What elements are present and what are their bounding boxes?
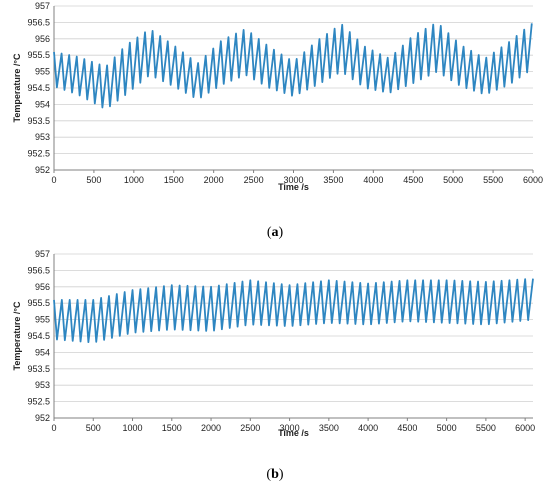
x-tick-label: 2500 (244, 175, 264, 185)
x-tick-label: 3500 (319, 423, 339, 433)
x-tick-label: 5000 (443, 175, 463, 185)
y-tick-label: 955 (35, 67, 50, 77)
y-tick-label: 955 (35, 315, 50, 325)
y-tick-label: 956.5 (27, 265, 50, 275)
x-tick-label: 3000 (280, 423, 300, 433)
y-tick-label: 954 (35, 99, 50, 109)
x-tick-label: 5500 (483, 175, 503, 185)
x-tick-label: 500 (86, 423, 101, 433)
x-tick-label: 4000 (358, 423, 378, 433)
y-tick-label: 956 (35, 282, 50, 292)
y-tick-label: 955.5 (27, 50, 50, 60)
y-tick-label: 953.5 (27, 364, 50, 374)
temperature-series-line (53, 23, 533, 109)
x-tick-label: 3500 (323, 175, 343, 185)
chart-panel-a: 952 952.5 953 953.5 954 954.5 955 955.5 956 956.5… (12, 1, 543, 240)
chart-panel-b: 952 952.5 953 953.5 954 954.5 955 955.5 956 956.5… (12, 249, 535, 482)
x-tick-label: 0 (51, 423, 56, 433)
x-tick-label: 2000 (204, 175, 224, 185)
y-tick-label: 952.5 (27, 149, 50, 159)
x-tick-label: 3000 (283, 175, 303, 185)
x-tick-label: 1500 (164, 175, 184, 185)
y-tick-label: 954 (35, 347, 50, 357)
y-tick-label: 956.5 (27, 17, 50, 27)
panel-caption: (a) (267, 225, 284, 240)
y-tick-label: 953 (35, 380, 50, 390)
x-tick-label: 5000 (437, 423, 457, 433)
x-tick-label: 2500 (240, 423, 260, 433)
y-tick-label: 954.5 (27, 331, 50, 341)
y-tick-label: 956 (35, 34, 50, 44)
y-tick-label: 953 (35, 132, 50, 142)
y-tick-label: 952 (35, 413, 50, 423)
x-tick-label: 4500 (403, 175, 423, 185)
temperature-series-line (53, 278, 534, 344)
x-tick-label: 5500 (476, 423, 496, 433)
x-axis-label: Time /s (278, 182, 309, 192)
x-axis-label: Time /s (278, 428, 309, 438)
y-tick-label: 957 (35, 1, 50, 11)
x-tick-label: 0 (51, 175, 56, 185)
x-tick-label: 2000 (201, 423, 221, 433)
x-tick-label: 1000 (124, 175, 144, 185)
panel-caption: (b) (266, 467, 283, 482)
x-tick-label: 500 (86, 175, 101, 185)
y-tick-label: 955.5 (27, 298, 50, 308)
x-tick-label: 6000 (523, 175, 543, 185)
y-tick-label: 954.5 (27, 83, 50, 93)
x-tick-label: 4000 (363, 175, 383, 185)
y-tick-label: 957 (35, 249, 50, 259)
x-tick-label: 6000 (515, 423, 535, 433)
y-tick-label: 952 (35, 165, 50, 175)
y-axis-label: Temperature /°C (12, 53, 22, 122)
x-tick-label: 4500 (397, 423, 417, 433)
x-tick-label: 1000 (123, 423, 143, 433)
y-tick-label: 953.5 (27, 116, 50, 126)
y-axis-label: Temperature /°C (12, 301, 22, 370)
x-tick-label: 1500 (162, 423, 182, 433)
y-tick-label: 952.5 (27, 397, 50, 407)
